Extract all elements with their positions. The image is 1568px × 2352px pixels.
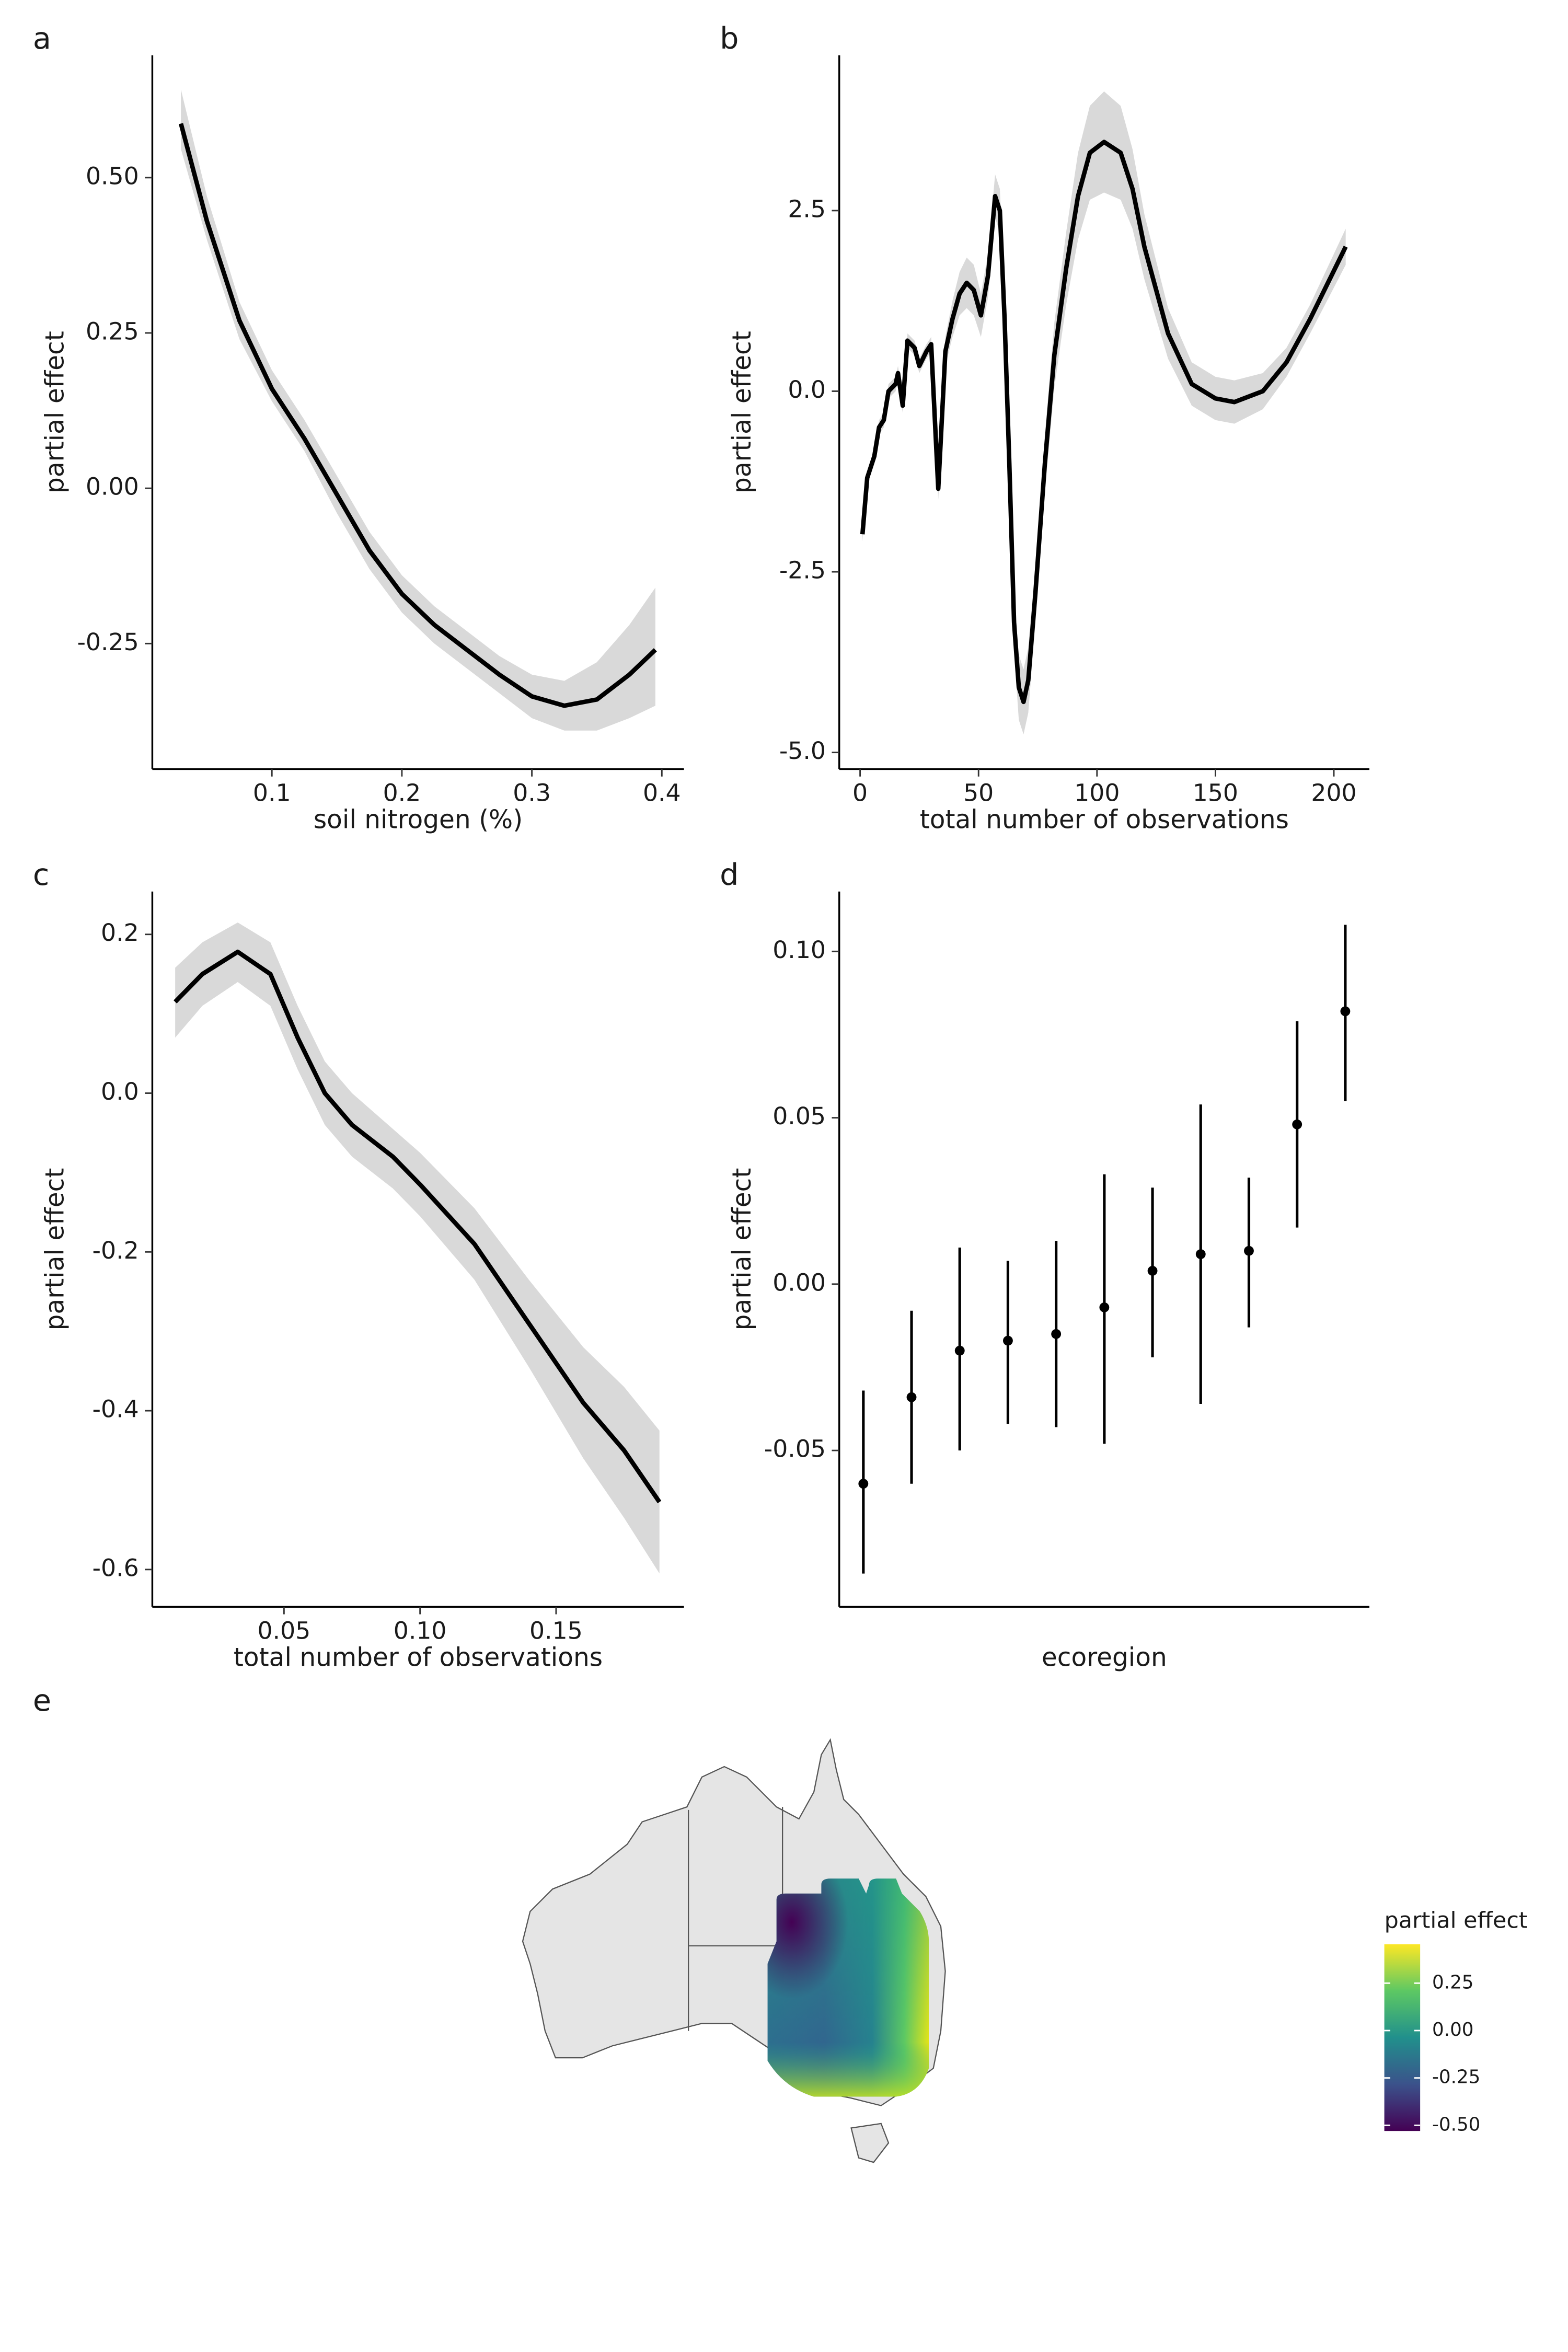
y-tick-label: 2.5 xyxy=(788,195,826,223)
point xyxy=(1099,1302,1110,1312)
panel-letter: b xyxy=(720,21,739,56)
point xyxy=(1195,1249,1206,1259)
x-tick-label: 0.3 xyxy=(513,779,551,807)
colorbar xyxy=(1384,1944,1421,2131)
panel-letter: a xyxy=(33,21,51,56)
x-tick-label: 100 xyxy=(1074,779,1120,807)
y-tick-label: 0.2 xyxy=(101,919,139,947)
x-tick-label: 200 xyxy=(1311,779,1356,807)
colorbar-label: 0.00 xyxy=(1432,2019,1474,2040)
point xyxy=(906,1392,917,1402)
point xyxy=(1147,1265,1158,1276)
y-tick-label: -0.25 xyxy=(77,628,139,656)
y-axis-title: partial effect xyxy=(728,1168,757,1331)
y-tick-label: -0.2 xyxy=(93,1237,139,1264)
x-tick-label: 0.2 xyxy=(383,779,421,807)
confidence-band xyxy=(175,922,660,1574)
confidence-band xyxy=(181,89,655,731)
x-tick-label: 0.10 xyxy=(394,1617,447,1644)
y-tick-label: -2.5 xyxy=(779,557,826,584)
panel-letter: c xyxy=(33,858,49,892)
x-tick-label: 0 xyxy=(852,779,868,807)
x-tick-label: 0.1 xyxy=(253,779,291,807)
colorbar-label: -0.50 xyxy=(1432,2114,1480,2135)
fit-line xyxy=(179,123,657,708)
panel-letter: d xyxy=(720,858,739,892)
y-tick-label: -0.6 xyxy=(93,1554,139,1582)
point xyxy=(1244,1246,1254,1256)
x-tick-label: 50 xyxy=(963,779,994,807)
x-axis-title: ecoregion xyxy=(1042,1643,1167,1672)
y-tick-label: 0.25 xyxy=(86,318,139,345)
fit-line xyxy=(860,140,1348,705)
x-tick-label: 0.4 xyxy=(643,779,681,807)
x-tick-label: 150 xyxy=(1193,779,1238,807)
y-axis-title: partial effect xyxy=(41,331,70,493)
point xyxy=(1292,1119,1302,1129)
tasmania-outline xyxy=(850,2123,890,2163)
panel-letter: e xyxy=(33,1684,51,1718)
point xyxy=(1051,1329,1062,1339)
y-tick-label: -5.0 xyxy=(779,737,826,765)
y-tick-label: -0.05 xyxy=(764,1435,826,1463)
y-tick-label: 0.10 xyxy=(773,936,826,964)
confidence-band xyxy=(862,91,1346,735)
y-axis-title: partial effect xyxy=(728,331,757,493)
y-tick-label: 0.00 xyxy=(86,473,139,501)
effect-surface xyxy=(767,1878,929,2097)
y-axis-title: partial effect xyxy=(41,1168,70,1331)
x-tick-label: 0.05 xyxy=(257,1617,310,1644)
y-tick-label: -0.4 xyxy=(93,1396,139,1423)
colorbar-label: -0.25 xyxy=(1432,2067,1480,2088)
y-tick-label: 0.0 xyxy=(101,1078,139,1105)
y-tick-label: 0.00 xyxy=(773,1269,826,1296)
x-axis-title: total number of observations xyxy=(234,1643,603,1672)
x-axis-title: soil nitrogen (%) xyxy=(314,805,523,834)
colorbar-label: 0.25 xyxy=(1432,1971,1474,1993)
legend-title: partial effect xyxy=(1385,1908,1528,1934)
map xyxy=(522,1738,946,2163)
x-axis-title: total number of observations xyxy=(920,805,1289,834)
point xyxy=(1003,1335,1013,1346)
y-tick-label: 0.05 xyxy=(773,1102,826,1130)
y-tick-label: 0.50 xyxy=(86,162,139,190)
point xyxy=(1340,1006,1351,1017)
fit-line xyxy=(174,949,662,1504)
y-tick-label: 0.0 xyxy=(788,376,826,403)
x-tick-label: 0.15 xyxy=(529,1617,583,1644)
point xyxy=(858,1479,869,1489)
point xyxy=(954,1345,965,1356)
